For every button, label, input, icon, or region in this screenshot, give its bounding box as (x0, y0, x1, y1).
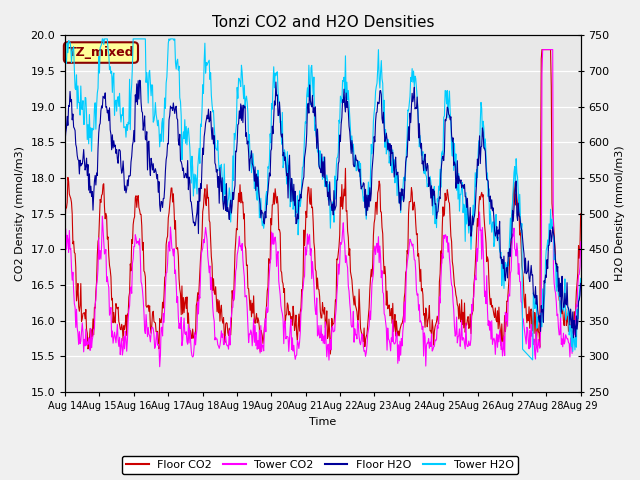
Title: Tonzi CO2 and H2O Densities: Tonzi CO2 and H2O Densities (212, 15, 434, 30)
Legend: Floor CO2, Tower CO2, Floor H2O, Tower H2O: Floor CO2, Tower CO2, Floor H2O, Tower H… (122, 456, 518, 474)
Text: TZ_mixed: TZ_mixed (68, 46, 134, 59)
Y-axis label: CO2 Density (mmol/m3): CO2 Density (mmol/m3) (15, 146, 25, 281)
X-axis label: Time: Time (309, 417, 337, 427)
Y-axis label: H2O Density (mmol/m3): H2O Density (mmol/m3) (615, 146, 625, 281)
